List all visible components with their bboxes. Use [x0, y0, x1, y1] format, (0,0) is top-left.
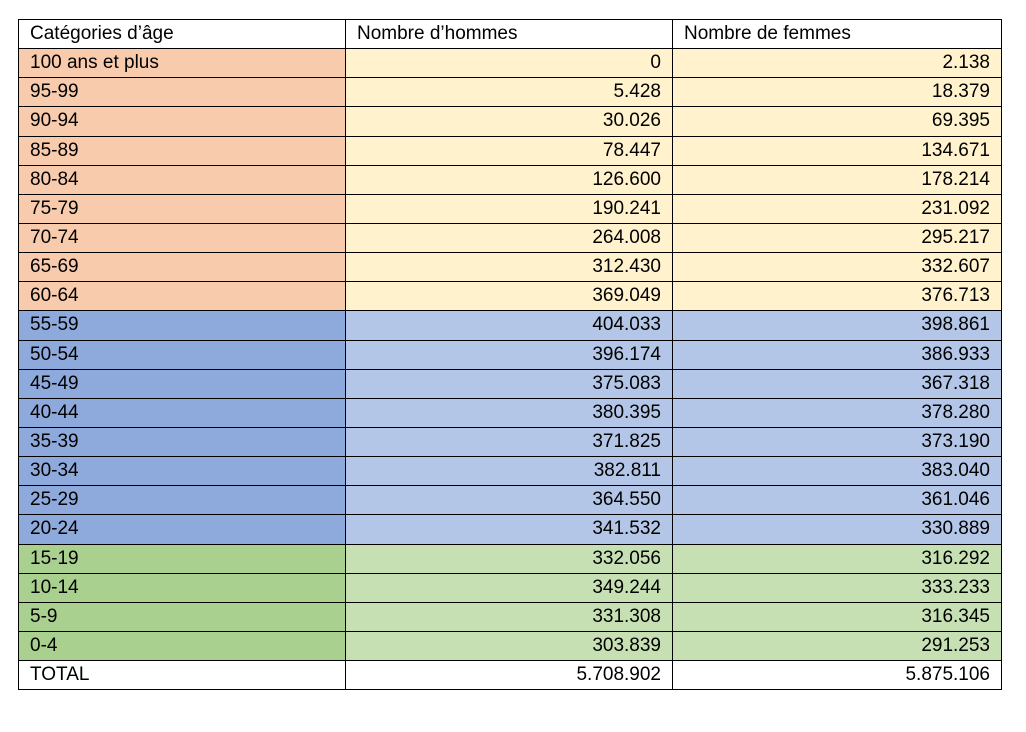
data-row: 25-29 364.550 361.046	[18, 485, 1002, 516]
cell: 404.033	[345, 310, 673, 341]
data-row: 55-59 404.033 398.861	[18, 310, 1002, 341]
cell: 190.241	[345, 193, 673, 224]
data-row: 90-94 30.026 69.395	[18, 106, 1002, 137]
data-row: 30-34 382.811 383.040	[18, 456, 1002, 487]
table-body: Catégories d’âge Nombre d’hommes Nombre de…	[18, 18, 1002, 691]
cell: 369.049	[345, 281, 673, 312]
data-row: 5-9 331.308 316.345	[18, 601, 1002, 632]
cell: 332.056	[345, 543, 673, 574]
row-label: 20-24	[18, 514, 346, 545]
cell: 376.713	[672, 281, 1002, 312]
data-row: 60-64 369.049 376.713	[18, 281, 1002, 312]
cell: 382.811	[345, 456, 673, 487]
cell: 330.889	[672, 514, 1002, 545]
cell: 396.174	[345, 339, 673, 370]
total-row: TOTAL 5.708.902 5.875.106	[18, 660, 1002, 691]
cell: 295.217	[672, 222, 1002, 254]
cell: 386.933	[672, 339, 1002, 370]
row-label: 85-89	[18, 135, 346, 166]
cell: 134.671	[672, 135, 1002, 166]
data-row: 35-39 371.825 373.190	[18, 426, 1002, 458]
cell: 69.395	[672, 106, 1002, 137]
cell: 316.345	[672, 601, 1002, 632]
data-row: 20-24 341.532 330.889	[18, 514, 1002, 545]
data-row: 40-44 380.395 378.280	[18, 397, 1002, 428]
data-row: 95-99 5.428 18.379	[18, 77, 1002, 108]
row-label: 95-99	[18, 77, 346, 108]
cell: Nombre de femmes	[672, 18, 1002, 50]
cell: 303.839	[345, 630, 673, 662]
data-row: 100 ans et plus 0 2.138	[18, 48, 1002, 79]
data-row: 85-89 78.447 134.671	[18, 135, 1002, 166]
cell: 0	[345, 48, 673, 79]
cell: 312.430	[345, 252, 673, 283]
cell: 333.233	[672, 572, 1002, 603]
data-row: 65-69 312.430 332.607	[18, 252, 1002, 283]
cell: 2.138	[672, 48, 1002, 79]
data-row: 0-4 303.839 291.253	[18, 630, 1002, 662]
row-label: TOTAL	[18, 660, 346, 691]
cell: 316.292	[672, 543, 1002, 574]
row-label: 40-44	[18, 397, 346, 428]
row-label: 55-59	[18, 310, 346, 341]
row-label: 15-19	[18, 543, 346, 574]
cell: Nombre d’hommes	[345, 18, 673, 50]
row-label: 10-14	[18, 572, 346, 603]
data-row: 10-14 349.244 333.233	[18, 572, 1002, 603]
cell: 349.244	[345, 572, 673, 603]
row-label: 65-69	[18, 252, 346, 283]
row-label: 60-64	[18, 281, 346, 312]
data-row: 80-84 126.600 178.214	[18, 164, 1002, 195]
cell: 178.214	[672, 164, 1002, 195]
cell: 5.428	[345, 77, 673, 108]
cell: 331.308	[345, 601, 673, 632]
row-label: 80-84	[18, 164, 346, 195]
data-row: 50-54 396.174 386.933	[18, 339, 1002, 370]
header-row: Catégories d’âge Nombre d’hommes Nombre de…	[18, 18, 1002, 50]
row-label: 5-9	[18, 601, 346, 632]
cell: 18.379	[672, 77, 1002, 108]
cell: 367.318	[672, 368, 1002, 399]
data-row: 75-79 190.241 231.092	[18, 193, 1002, 224]
row-label: 35-39	[18, 426, 346, 458]
cell: 5.875.106	[672, 660, 1002, 691]
cell: 341.532	[345, 514, 673, 545]
cell: 398.861	[672, 310, 1002, 341]
cell: 371.825	[345, 426, 673, 458]
row-label: 50-54	[18, 339, 346, 370]
cell: 380.395	[345, 397, 673, 428]
cell: 5.708.902	[345, 660, 673, 691]
row-label: 0-4	[18, 630, 346, 662]
cell: 231.092	[672, 193, 1002, 224]
row-label: 70-74	[18, 222, 346, 254]
cell: 332.607	[672, 252, 1002, 283]
data-row: 15-19 332.056 316.292	[18, 543, 1002, 574]
cell: 361.046	[672, 485, 1002, 516]
cell: 378.280	[672, 397, 1002, 428]
row-label: 45-49	[18, 368, 346, 399]
cell: 78.447	[345, 135, 673, 166]
cell: 30.026	[345, 106, 673, 137]
cell: 375.083	[345, 368, 673, 399]
cell: 383.040	[672, 456, 1002, 487]
row-label: 100 ans et plus	[18, 48, 346, 79]
data-row: 45-49 375.083 367.318	[18, 368, 1002, 399]
row-label: 25-29	[18, 485, 346, 516]
cell: 264.008	[345, 222, 673, 254]
cell: 364.550	[345, 485, 673, 516]
row-label: 30-34	[18, 456, 346, 487]
cell: 373.190	[672, 426, 1002, 458]
row-label: 90-94	[18, 106, 346, 137]
cell: 291.253	[672, 630, 1002, 662]
data-row: 70-74 264.008 295.217	[18, 222, 1002, 254]
cell: 126.600	[345, 164, 673, 195]
population-table: Catégories d’âge Nombre d’hommes Nombre de…	[18, 18, 1002, 691]
row-label: 75-79	[18, 193, 346, 224]
row-label: Catégories d’âge	[18, 18, 346, 50]
